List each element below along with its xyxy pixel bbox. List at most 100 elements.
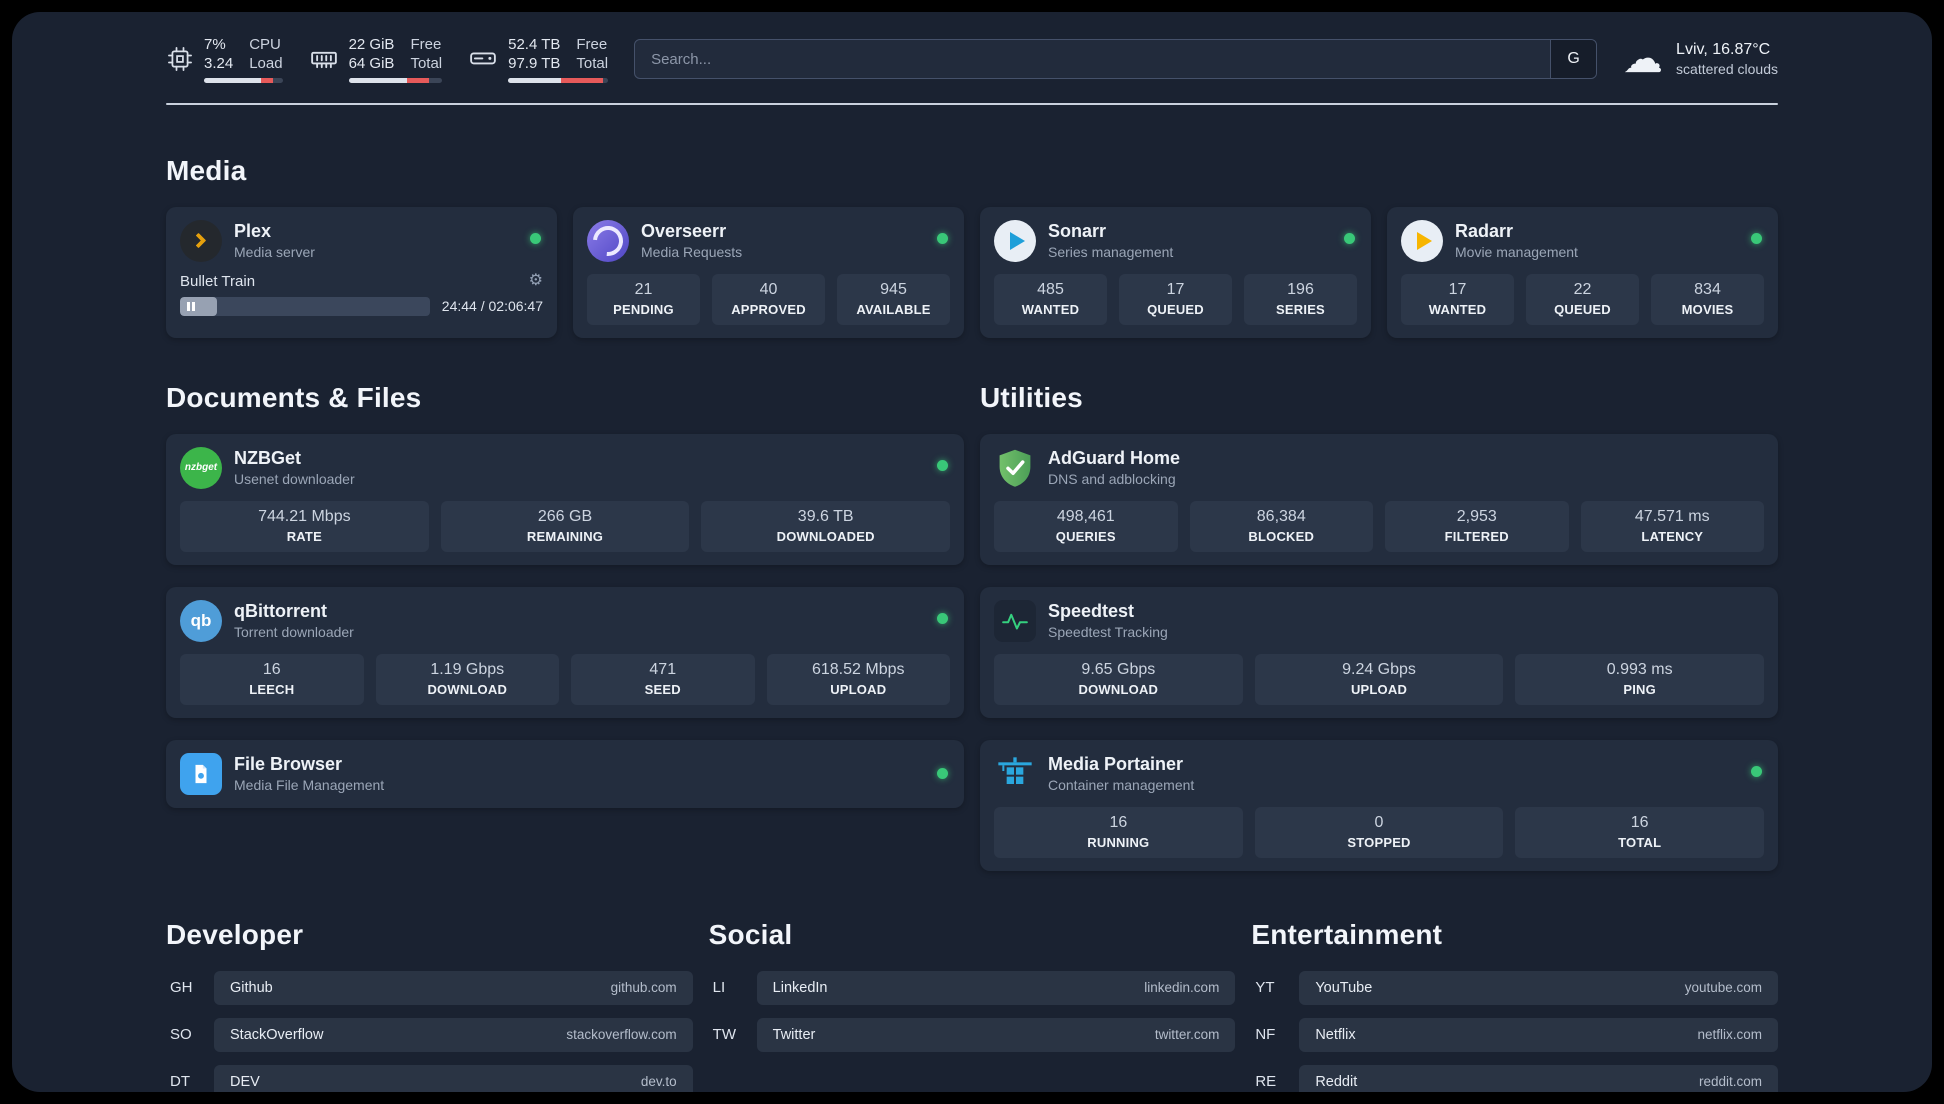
stat-download: 1.19 Gbps DOWNLOAD: [375, 653, 559, 705]
ram-free-label: Free: [410, 36, 442, 53]
disk-free-value: 52.4 TB: [508, 36, 561, 53]
bookmark-link[interactable]: DEV dev.to: [214, 1064, 693, 1092]
adguard-icon: [994, 447, 1036, 489]
status-dot: [937, 459, 948, 471]
status-dot: [1344, 232, 1355, 244]
bookmark-abbr: DT: [170, 1073, 190, 1090]
stat-wanted: 485 WANTED: [994, 273, 1107, 325]
bookmark-link[interactable]: LinkedIn linkedin.com: [756, 970, 1236, 1005]
bookmarks-area: Developer GH Github github.com SO StackO…: [166, 918, 1778, 1093]
app-card-filebrowser[interactable]: File Browser Media File Management: [166, 739, 964, 808]
app-name: Media Portainer: [1048, 754, 1184, 774]
stat-latency: 47.571 ms LATENCY: [1580, 500, 1764, 552]
section-title-documents: Documents & Files: [166, 381, 422, 413]
app-card-speedtest[interactable]: Speedtest Speedtest Tracking 9.65 Gbps DO…: [980, 586, 1778, 718]
section-title-developer: Developer: [166, 918, 304, 950]
app-description: Container management: [1048, 777, 1195, 793]
app-description: Media File Management: [234, 777, 385, 793]
bookmark-link[interactable]: Twitter twitter.com: [756, 1017, 1236, 1052]
app-card-portainer[interactable]: Media Portainer Container management 16 R…: [980, 739, 1778, 871]
bookmark-link[interactable]: StackOverflow stackoverflow.com: [214, 1017, 693, 1052]
cpu-load-label: Load: [249, 54, 283, 72]
search-input[interactable]: [635, 40, 1551, 79]
app-card-qbittorrent[interactable]: qb qBittorrent Torrent downloader 16 LEEC…: [166, 586, 964, 718]
bookmarks-social: Social LI LinkedIn linkedin.com TW Twitt…: [709, 919, 1236, 1093]
weather-condition: scattered clouds: [1676, 61, 1778, 78]
section-title-media: Media: [166, 154, 247, 186]
app-description: Usenet downloader: [234, 471, 355, 487]
app-name: Overseerr: [641, 221, 727, 241]
middle-columns: Documents & Files nzbget NZBGet Usenet d…: [166, 382, 1778, 871]
app-card-adguard[interactable]: AdGuard Home DNS and adblocking 498,461 Q…: [980, 433, 1778, 565]
bookmark-reddit: RE Reddit reddit.com: [1251, 1064, 1778, 1092]
bookmark-abbr: LI: [712, 979, 726, 996]
bookmarks-entertainment: Entertainment YT YouTube youtube.com NF …: [1251, 918, 1778, 1092]
stat-total: 16 TOTAL: [1515, 806, 1765, 858]
app-name: Plex: [234, 221, 272, 241]
media-card-row: Plex Media server Bullet Train ⚙ 24:44 /…: [166, 206, 1778, 338]
search-engine-button[interactable]: G: [1550, 40, 1597, 79]
playback-progress-fill: [180, 296, 218, 316]
cpu-usage-value: 7%: [204, 36, 226, 53]
bookmark-youtube: YT YouTube youtube.com: [1251, 970, 1778, 1005]
documents-column: Documents & Files nzbget NZBGet Usenet d…: [166, 382, 964, 808]
status-dot: [937, 232, 948, 244]
overseerr-icon: [587, 219, 629, 262]
top-bar: 7% CPU 3.24 Load 22 GiB Free 64 GiB Tota…: [166, 36, 1778, 83]
app-card-overseerr[interactable]: Overseerr Media Requests 21 PENDING 40 APP…: [573, 206, 964, 338]
status-dot: [937, 612, 948, 624]
app-card-plex[interactable]: Plex Media server Bullet Train ⚙ 24:44 /…: [166, 206, 557, 338]
ram-monitor: 22 GiB Free 64 GiB Total: [309, 36, 443, 83]
bookmark-abbr: YT: [1255, 979, 1275, 996]
now-playing-title: Bullet Train: [180, 272, 256, 290]
bookmark-twitter: TW Twitter twitter.com: [709, 1017, 1236, 1052]
disk-total-value: 97.9 TB: [508, 54, 561, 72]
stat-stopped: 0 STOPPED: [1254, 806, 1504, 858]
utilities-column: Utilities AdGuard Home: [980, 382, 1778, 871]
stat-remaining: 266 GB REMAINING: [440, 500, 690, 552]
app-card-sonarr[interactable]: Sonarr Series management 485 WANTED 17 QUE…: [980, 206, 1371, 338]
bookmark-link[interactable]: Netflix netflix.com: [1299, 1017, 1778, 1052]
disk-monitor: 52.4 TB Free 97.9 TB Total: [468, 36, 609, 83]
ram-total-value: 64 GiB: [348, 54, 395, 72]
filebrowser-icon: [180, 752, 222, 795]
stat-queries: 498,461 QUERIES: [994, 500, 1178, 552]
cpu-usage-bar: [204, 77, 283, 83]
playback-time: 24:44 / 02:06:47: [441, 298, 543, 314]
app-card-radarr[interactable]: Radarr Movie management 17 WANTED 22 QUEUE…: [1387, 206, 1778, 338]
app-name: qBittorrent: [234, 601, 327, 621]
disk-usage-bar: [508, 77, 609, 83]
stat-leech: 16 LEECH: [180, 653, 364, 705]
status-dot: [1751, 232, 1762, 244]
cpu-usage-label: CPU: [249, 36, 281, 53]
stat-upload: 618.52 Mbps UPLOAD: [766, 653, 950, 705]
radarr-icon: [1401, 219, 1443, 262]
portainer-icon: [994, 753, 1036, 795]
qbittorrent-icon: qb: [180, 599, 222, 642]
bookmark-abbr: GH: [170, 979, 193, 996]
bookmark-abbr: SO: [170, 1026, 192, 1043]
bookmark-link[interactable]: Reddit reddit.com: [1299, 1064, 1778, 1092]
stat-wanted: 17 WANTED: [1401, 273, 1514, 325]
sonarr-icon: [994, 219, 1036, 262]
bookmark-link[interactable]: Github github.com: [214, 970, 693, 1005]
gear-icon[interactable]: ⚙: [528, 272, 543, 289]
bookmark-abbr: NF: [1255, 1026, 1276, 1043]
stat-queued: 17 QUEUED: [1119, 273, 1232, 325]
pause-icon[interactable]: [187, 301, 195, 311]
cpu-load-value: 3.24: [204, 54, 234, 72]
disk-total-label: Total: [576, 54, 609, 72]
bookmark-link[interactable]: YouTube youtube.com: [1299, 970, 1778, 1005]
section-title-entertainment: Entertainment: [1251, 918, 1443, 950]
stat-filtered: 2,953 FILTERED: [1385, 500, 1569, 552]
stat-queued: 22 QUEUED: [1526, 273, 1639, 325]
app-description: Media Requests: [641, 244, 743, 260]
header-divider: [166, 102, 1778, 105]
section-title-social: Social: [708, 918, 793, 950]
status-dot: [937, 768, 948, 779]
app-card-nzbget[interactable]: nzbget NZBGet Usenet downloader 744.21 M…: [166, 433, 964, 565]
ram-total-label: Total: [410, 54, 443, 72]
bookmark-abbr: RE: [1255, 1073, 1277, 1090]
ram-usage-bar: [348, 77, 443, 83]
playback-progress-bar[interactable]: [180, 296, 430, 316]
